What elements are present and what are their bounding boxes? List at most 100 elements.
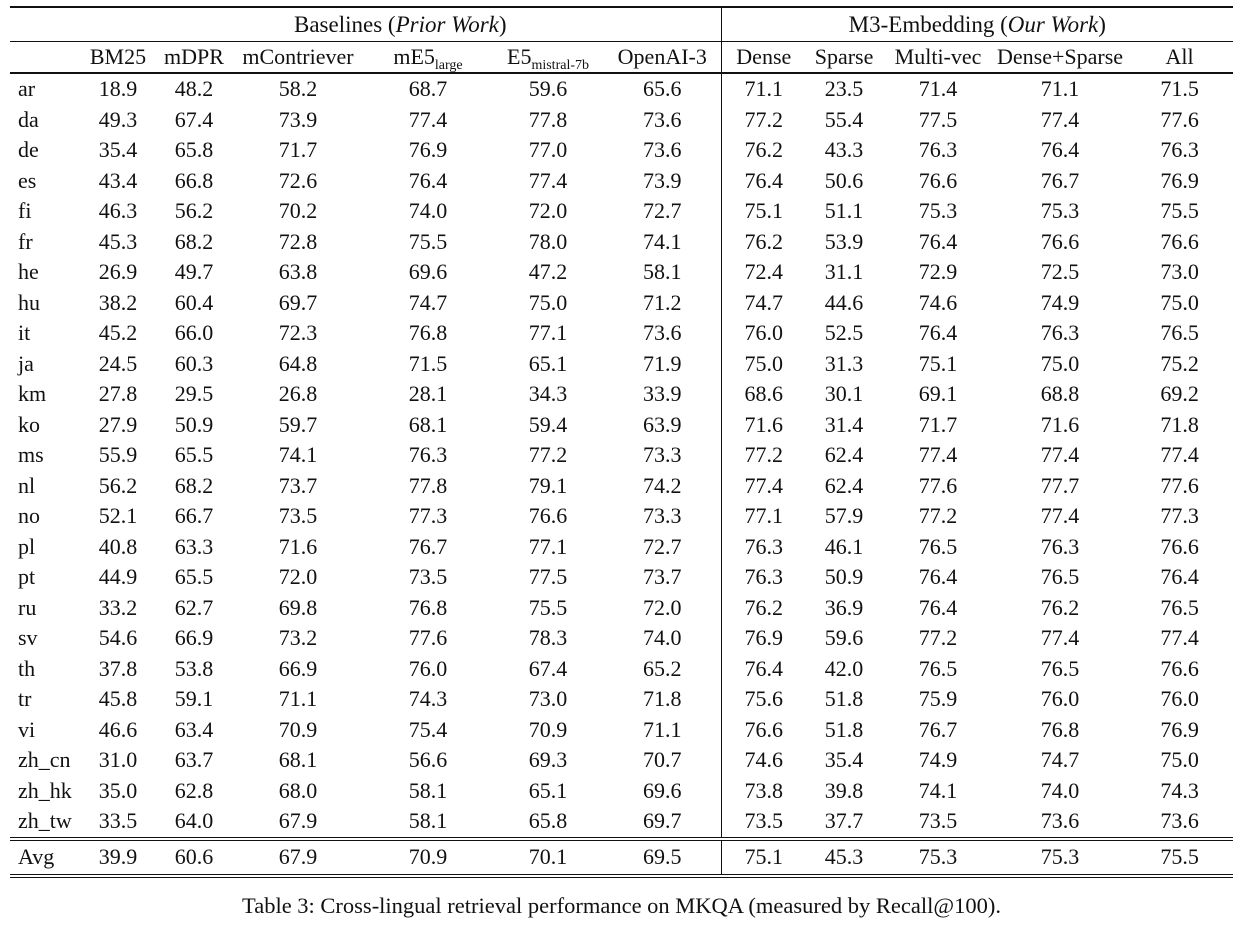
cell-km-me5: 28.1 <box>408 381 448 407</box>
cell-th-sparse: 42.0 <box>824 655 864 681</box>
cell-no-mcontriever: 73.5 <box>278 503 318 529</box>
cell-ru-me5: 76.8 <box>408 594 448 620</box>
cell-fr-all: 76.6 <box>1160 228 1199 254</box>
cell-pl-bm25: 40.8 <box>98 533 138 559</box>
cell-it-all: 76.5 <box>1160 320 1199 346</box>
lang-label-km: km <box>18 381 47 407</box>
cell-zh_cn-me5: 56.6 <box>408 747 448 773</box>
col-header-all: All <box>1126 41 1234 74</box>
results-table: Baselines (Prior Work) M3-Embedding (Our… <box>10 6 1234 878</box>
cell-ja-openai-3: 71.9 <box>643 350 682 376</box>
cell-ar-openai-3: 65.6 <box>643 76 682 102</box>
col-header-me5: mE5large <box>364 41 492 74</box>
cell-ko-bm25: 27.9 <box>98 411 138 437</box>
cell-pl-me5: 76.7 <box>408 533 448 559</box>
cell-hu-mdpr: 60.4 <box>174 289 214 315</box>
cell-ko-dense-sparse: 71.6 <box>1040 411 1080 437</box>
cell-ko-sparse: 31.4 <box>824 411 864 437</box>
cell-tr-openai-3: 71.8 <box>643 686 682 712</box>
cell-ar-multi-vec: 71.4 <box>918 76 958 102</box>
cell-es-me5: 76.4 <box>408 167 448 193</box>
cell-de-dense: 76.2 <box>720 135 807 166</box>
cell-he-sparse: 31.1 <box>824 259 864 285</box>
table-row-fi: fi 46.3 56.2 70.2 74.0 72.0 72.7 75.1 51.1 75.3 75… <box>10 196 1233 227</box>
cell-sv-sparse: 59.6 <box>824 625 864 651</box>
table-row-sv: sv 54.6 66.9 73.2 77.6 78.3 74.0 76.9 59.6 77.2 77… <box>10 623 1233 654</box>
cell-es-e5: 77.4 <box>528 167 568 193</box>
cell-it-mdpr: 66.0 <box>174 320 214 346</box>
cell-no-dense-sparse: 77.4 <box>1040 503 1080 529</box>
group-header-baselines: Baselines (Prior Work) <box>80 7 722 42</box>
table-row-pt: pt 44.9 65.5 72.0 73.5 77.5 73.7 76.3 50.9 76.4 76… <box>10 562 1233 593</box>
cell-pt-dense-sparse: 76.5 <box>1040 564 1080 590</box>
cell-he-dense: 72.4 <box>720 257 807 288</box>
cell-hu-dense: 74.7 <box>720 287 807 318</box>
cell-ko-mdpr: 50.9 <box>174 411 214 437</box>
cell-de-mcontriever: 71.7 <box>278 137 318 163</box>
cell-pl-openai-3: 72.7 <box>643 533 682 559</box>
cell-de-mdpr: 65.8 <box>174 137 214 163</box>
lang-label-zh_tw: zh_tw <box>18 808 72 834</box>
cell-fr-sparse: 53.9 <box>824 228 864 254</box>
cell-vi-mcontriever: 70.9 <box>278 716 318 742</box>
cell-km-sparse: 30.1 <box>824 381 864 407</box>
lang-label-ru: ru <box>18 594 37 620</box>
cell-he-me5: 69.6 <box>408 259 448 285</box>
cell-hu-dense-sparse: 74.9 <box>1040 289 1080 315</box>
cell-nl-sparse: 62.4 <box>824 472 864 498</box>
cell-th-multi-vec: 76.5 <box>918 655 958 681</box>
cell-Avg-me5: 70.9 <box>364 836 492 876</box>
cell-Avg-mcontriever: 67.9 <box>232 836 364 876</box>
cell-es-dense-sparse: 76.7 <box>1040 167 1080 193</box>
lang-label-ar: ar <box>18 76 36 102</box>
corner-empty-cell <box>10 7 80 42</box>
cell-es-bm25: 43.4 <box>98 167 138 193</box>
cell-tr-mdpr: 59.1 <box>174 686 214 712</box>
cell-zh_hk-dense-sparse: 74.0 <box>1040 777 1080 803</box>
cell-ms-multi-vec: 77.4 <box>918 442 958 468</box>
cell-th-openai-3: 65.2 <box>643 655 682 681</box>
cell-km-mcontriever: 26.8 <box>278 381 318 407</box>
cell-ar-mcontriever: 58.2 <box>278 76 318 102</box>
cell-pl-multi-vec: 76.5 <box>918 533 958 559</box>
cell-zh_hk-sparse: 39.8 <box>824 777 864 803</box>
cell-zh_cn-dense-sparse: 74.7 <box>1040 747 1080 773</box>
cell-de-me5: 76.9 <box>408 137 448 163</box>
table-row-zh_cn: zh_cn 31.0 63.7 68.1 56.6 69.3 70.7 74.6 35.4 74.… <box>10 745 1233 776</box>
cell-he-dense-sparse: 72.5 <box>1040 259 1080 285</box>
cell-it-bm25: 45.2 <box>98 320 138 346</box>
cell-de-openai-3: 73.6 <box>643 137 682 163</box>
cell-da-bm25: 49.3 <box>98 106 138 132</box>
cell-th-mdpr: 53.8 <box>174 655 214 681</box>
cell-ko-all: 71.8 <box>1160 411 1199 437</box>
cell-nl-me5: 77.8 <box>408 472 448 498</box>
table-row-ko: ko 27.9 50.9 59.7 68.1 59.4 63.9 71.6 31.4 71.7 71… <box>10 409 1233 440</box>
cell-ar-bm25: 18.9 <box>98 76 138 102</box>
cell-nl-openai-3: 74.2 <box>643 472 682 498</box>
cell-da-multi-vec: 77.5 <box>918 106 958 132</box>
lang-label-Avg: Avg <box>10 836 80 876</box>
cell-tr-me5: 74.3 <box>408 686 448 712</box>
cell-fi-bm25: 46.3 <box>98 198 138 224</box>
col-header-dense-sparse: Dense+Sparse <box>994 41 1127 74</box>
cell-pt-bm25: 44.9 <box>98 564 138 590</box>
cell-pt-sparse: 50.9 <box>824 564 864 590</box>
table-row-ja: ja 24.5 60.3 64.8 71.5 65.1 71.9 75.0 31.3 75.1 75… <box>10 348 1233 379</box>
cell-km-dense: 68.6 <box>720 379 807 410</box>
cell-nl-dense-sparse: 77.7 <box>1040 472 1080 498</box>
cell-fr-mdpr: 68.2 <box>174 228 214 254</box>
cell-pt-all: 76.4 <box>1160 564 1199 590</box>
cell-km-mdpr: 29.5 <box>174 381 214 407</box>
col-header-dense: Dense <box>720 41 807 74</box>
cell-pt-me5: 73.5 <box>408 564 448 590</box>
cell-he-mdpr: 49.7 <box>174 259 214 285</box>
cell-he-openai-3: 58.1 <box>643 259 682 285</box>
cell-zh_tw-mcontriever: 67.9 <box>278 808 318 834</box>
lang-label-nl: nl <box>18 472 36 498</box>
cell-ko-dense: 71.6 <box>720 409 807 440</box>
cell-fi-dense-sparse: 75.3 <box>1040 198 1080 224</box>
cell-sv-mdpr: 66.9 <box>174 625 214 651</box>
cell-zh_cn-multi-vec: 74.9 <box>918 747 958 773</box>
cell-ja-sparse: 31.3 <box>824 350 864 376</box>
